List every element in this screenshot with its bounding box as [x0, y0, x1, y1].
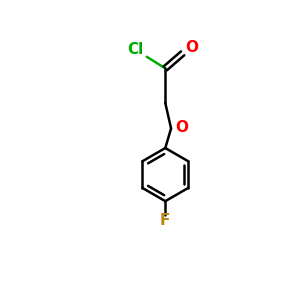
Text: F: F [160, 213, 170, 228]
Text: O: O [185, 40, 198, 55]
Text: O: O [175, 120, 188, 135]
Text: Cl: Cl [127, 42, 143, 57]
